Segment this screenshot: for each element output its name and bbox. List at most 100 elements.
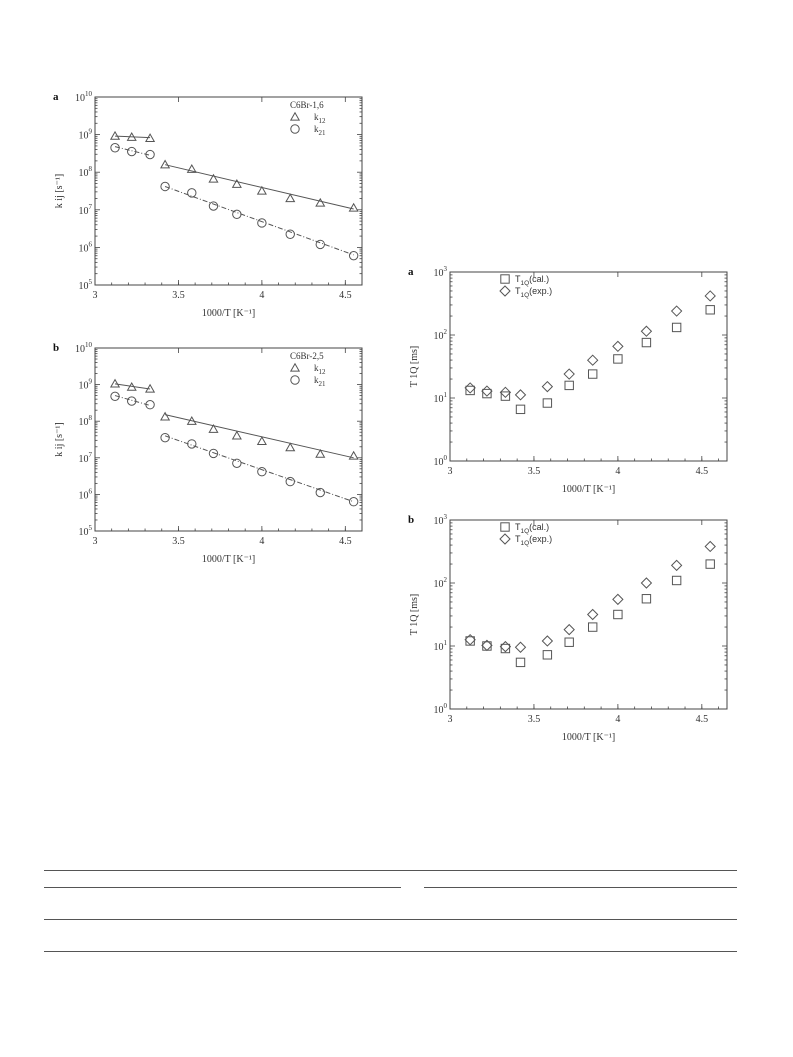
fit-line-k21 — [114, 146, 151, 156]
data-point-k21 — [160, 181, 170, 192]
y-tick-label: 1010 — [75, 90, 93, 104]
data-point-k12 — [145, 383, 156, 393]
y-tick-label: 100 — [434, 454, 448, 468]
data-point-k21 — [285, 229, 295, 239]
fit-line-k21 — [164, 186, 354, 256]
y-tick-label: 100 — [434, 702, 448, 716]
fit-line-k12 — [164, 414, 354, 459]
data-point-T1Q(cal.) — [587, 622, 598, 632]
chart-left-b-svg: 105 106 107 108 109 1010 3 3.5 4 4.5 1000/T [K⁻¹] k… — [53, 341, 363, 565]
data-point-T1Q(cal.) — [613, 609, 623, 620]
x-tick-label: 4 — [259, 536, 264, 547]
legend-marker-T1Q(exp.) — [499, 533, 511, 545]
x-tick-label: 3.5 — [528, 714, 541, 725]
data-point-T1Q(exp.) — [481, 385, 493, 397]
data-point-T1Q(cal.) — [641, 337, 652, 348]
data-point-k21 — [145, 400, 155, 410]
data-point-k12 — [315, 197, 326, 207]
data-point-T1Q(cal.) — [482, 388, 492, 399]
y-tick-label: 103 — [434, 513, 448, 527]
data-point-k21 — [285, 476, 295, 487]
x-tick-label: 4.5 — [696, 466, 709, 477]
data-point-k12 — [208, 424, 219, 433]
x-tick-label: 4 — [259, 290, 264, 301]
data-point-T1Q(cal.) — [671, 322, 682, 333]
data-point-k21 — [208, 448, 219, 459]
y-tick-label: 109 — [79, 378, 93, 392]
data-point-T1Q(exp.) — [514, 389, 527, 401]
data-point-T1Q(exp.) — [670, 559, 683, 572]
data-point-k12 — [109, 130, 121, 140]
data-point-T1Q(cal.) — [465, 385, 475, 396]
fit-line-k12 — [114, 383, 151, 390]
data-point-T1Q(cal.) — [587, 369, 598, 379]
y-tick-label: 101 — [434, 639, 448, 653]
legend-label-T1Q(cal.): T1Q(cal.) — [515, 522, 549, 535]
y-axis-title: T 1Q [ms] — [409, 346, 420, 387]
data-point-T1Q(exp.) — [612, 593, 624, 606]
data-point-T1Q(cal.) — [613, 354, 623, 364]
data-point-T1Q(exp.) — [541, 380, 554, 393]
x-tick-label: 3 — [93, 290, 98, 301]
data-point-k21 — [315, 487, 325, 498]
data-point-T1Q(cal.) — [542, 650, 553, 660]
data-point-k12 — [231, 430, 242, 440]
data-point-T1Q(exp.) — [481, 639, 493, 652]
plot-frame — [449, 519, 728, 710]
table-rule-header-left — [44, 887, 401, 888]
legend-title: C6Br-1,6 — [290, 100, 324, 110]
data-point-T1Q(exp.) — [514, 641, 527, 653]
chart-right-a-svg: 100 101 102 103 3 3.5 4 4.5 1000/T [K⁻¹] T 1Q [ms… — [408, 265, 728, 495]
fit-line-k12 — [164, 164, 354, 210]
legend-marker-k21 — [290, 124, 300, 134]
x-axis-title: 1000/T [K⁻¹] — [562, 732, 615, 743]
data-point-T1Q(exp.) — [704, 540, 716, 553]
data-point-T1Q(exp.) — [612, 340, 624, 353]
data-point-k21 — [127, 146, 137, 157]
data-point-k12 — [256, 436, 267, 445]
data-point-T1Q(cal.) — [564, 380, 574, 391]
data-point-k21 — [187, 188, 197, 198]
data-point-k21 — [208, 201, 219, 211]
data-point-k12 — [315, 448, 326, 458]
panel-letter: a — [53, 91, 59, 103]
y-tick-label: 109 — [79, 128, 93, 142]
data-point-T1Q(exp.) — [563, 368, 575, 380]
chart-right-b-svg: 100 101 102 103 3 3.5 4 4.5 1000/T [K⁻¹] T 1Q [ms… — [408, 513, 728, 743]
chart-left-a-svg: 105 106 107 108 109 1010 3 3.5 4 4.5 1000/T [K⁻¹] k… — [53, 90, 363, 319]
data-point-k12 — [109, 378, 121, 388]
legend-label-T1Q(cal.): T1Q(cal.) — [515, 274, 549, 287]
x-axis-title: 1000/T [K⁻¹] — [202, 308, 255, 319]
x-axis-title: 1000/T [K⁻¹] — [562, 484, 615, 495]
data-point-k12 — [186, 415, 197, 425]
data-point-k21 — [257, 218, 267, 228]
data-point-k12 — [285, 442, 296, 452]
legend-label-k21: k21 — [314, 375, 326, 388]
x-tick-label: 4.5 — [696, 714, 709, 725]
data-point-T1Q(exp.) — [640, 325, 653, 337]
data-point-T1Q(exp.) — [464, 633, 476, 646]
data-point-T1Q(exp.) — [464, 382, 476, 394]
data-point-k12 — [256, 185, 267, 195]
x-tick-label: 4 — [615, 466, 620, 477]
x-tick-label: 3.5 — [172, 536, 185, 547]
y-tick-label: 107 — [79, 203, 93, 217]
data-point-k21 — [187, 439, 197, 449]
data-point-k21 — [348, 250, 359, 261]
panel-letter: a — [408, 266, 414, 278]
plot-frame — [94, 96, 363, 286]
x-tick-label: 4.5 — [339, 290, 352, 301]
data-point-k12 — [126, 381, 137, 391]
data-point-T1Q(exp.) — [586, 354, 599, 366]
data-point-T1Q(exp.) — [499, 640, 512, 653]
data-point-T1Q(cal.) — [500, 391, 511, 401]
data-point-k12 — [348, 450, 359, 460]
legend-marker-T1Q(cal.) — [500, 274, 510, 284]
data-point-k12 — [348, 202, 359, 212]
data-point-T1Q(cal.) — [705, 305, 715, 315]
data-point-T1Q(cal.) — [671, 575, 682, 586]
y-tick-label: 108 — [79, 165, 93, 179]
x-tick-label: 3 — [448, 466, 453, 477]
data-point-T1Q(exp.) — [670, 305, 683, 317]
y-axis-title: k ij [s⁻¹] — [54, 174, 65, 208]
